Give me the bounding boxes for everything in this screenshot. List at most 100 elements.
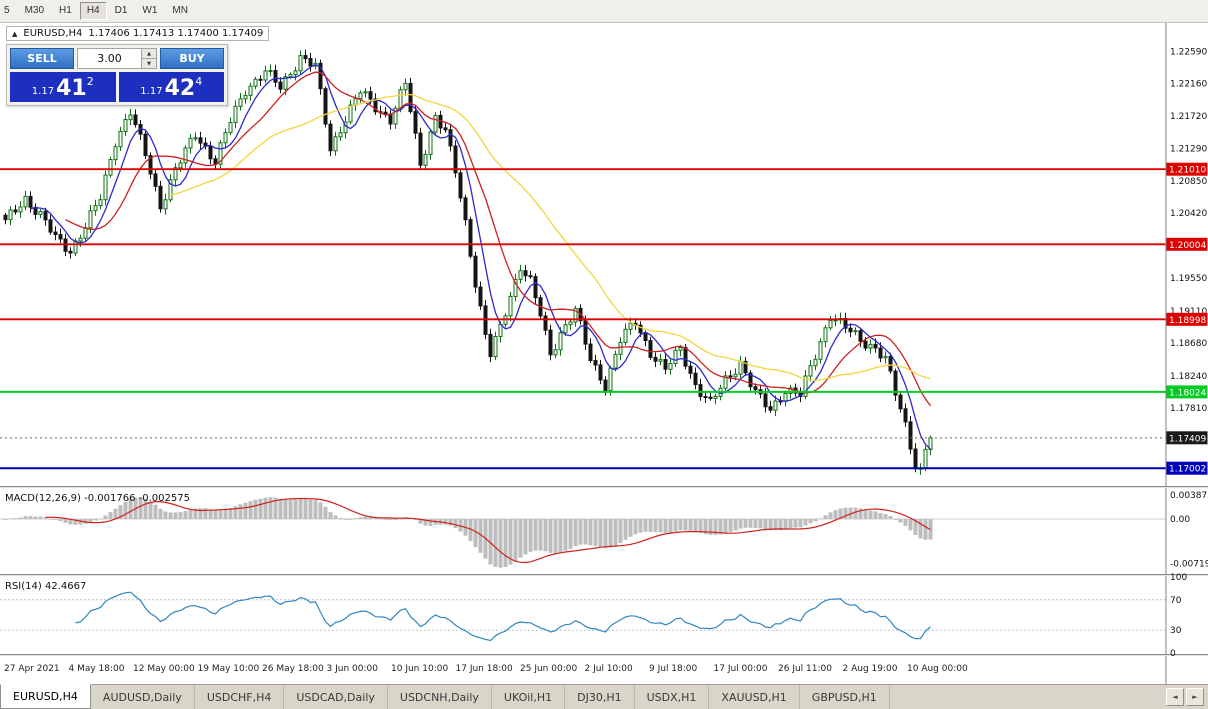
mid-ma-red xyxy=(65,71,932,407)
svg-text:10 Jun 10:00: 10 Jun 10:00 xyxy=(391,664,448,674)
timeframe-button-m30[interactable]: M30 xyxy=(18,2,51,20)
sell-price-point: 2 xyxy=(86,75,94,88)
svg-text:RSI(14) 42.4667: RSI(14) 42.4667 xyxy=(5,581,86,592)
svg-text:1.19550: 1.19550 xyxy=(1170,274,1207,284)
timeframe-toolbar: 5 M30 H1 H4 D1 W1 MN xyxy=(0,0,1208,23)
lot-size-stepper: ▲ ▼ xyxy=(141,49,156,68)
svg-text:27 Apr 2021: 27 Apr 2021 xyxy=(4,664,60,674)
buy-price-prefix: 1.17 xyxy=(140,86,163,97)
svg-text:12 May 00:00: 12 May 00:00 xyxy=(133,664,195,674)
timeframe-button-h1[interactable]: H1 xyxy=(52,2,79,20)
svg-text:1.18024: 1.18024 xyxy=(1169,388,1206,398)
timeframe-button-mn[interactable]: MN xyxy=(165,2,195,20)
svg-text:0: 0 xyxy=(1170,649,1176,659)
svg-text:25 Jun 00:00: 25 Jun 00:00 xyxy=(520,664,577,674)
svg-text:19 May 10:00: 19 May 10:00 xyxy=(198,664,260,674)
svg-text:10 Aug 00:00: 10 Aug 00:00 xyxy=(907,664,968,674)
svg-text:26 May 18:00: 26 May 18:00 xyxy=(262,664,324,674)
lot-size-value[interactable]: 3.00 xyxy=(97,52,122,65)
chart-tab-usdchf[interactable]: USDCHF,H4 xyxy=(194,685,285,709)
svg-text:4 May 18:00: 4 May 18:00 xyxy=(69,664,125,674)
tab-label: XAUUSD,H1 xyxy=(721,690,787,704)
svg-text:1.18680: 1.18680 xyxy=(1170,339,1207,349)
chart-tab-audusd[interactable]: AUDUSD,Daily xyxy=(90,685,195,709)
svg-text:2 Jul 10:00: 2 Jul 10:00 xyxy=(585,664,634,674)
tab-scroll-right-icon[interactable]: ► xyxy=(1186,688,1204,706)
chart-tab-gbpusd[interactable]: GBPUSD,H1 xyxy=(799,685,890,709)
symbol-period-label: EURUSD,H4 xyxy=(23,28,83,39)
chart-tab-usdcad[interactable]: USDCAD,Daily xyxy=(284,685,388,709)
svg-text:1.20850: 1.20850 xyxy=(1170,177,1207,187)
timeframe-button-h4[interactable]: H4 xyxy=(79,2,107,20)
macd-signal-line xyxy=(45,497,931,564)
slow-ma-yellow xyxy=(170,93,931,382)
svg-text:26 Jul 11:00: 26 Jul 11:00 xyxy=(778,664,832,674)
tab-label: UKOil,H1 xyxy=(503,690,553,704)
lot-increase-button[interactable]: ▲ xyxy=(142,49,156,59)
chart-tab-bar: EURUSD,H4 AUDUSD,Daily USDCHF,H4 USDCAD,… xyxy=(0,684,1208,709)
tab-scroll-left-icon[interactable]: ◄ xyxy=(1166,688,1184,706)
svg-text:0.00: 0.00 xyxy=(1170,515,1190,525)
svg-text:1.17409: 1.17409 xyxy=(1169,434,1206,444)
svg-text:MACD(12,26,9) -0.001766 -0.002: MACD(12,26,9) -0.001766 -0.002575 xyxy=(5,493,190,504)
svg-text:0.003873: 0.003873 xyxy=(1170,491,1208,501)
svg-text:1.19110: 1.19110 xyxy=(1170,307,1207,317)
svg-text:3 Jun 00:00: 3 Jun 00:00 xyxy=(327,664,379,674)
buy-price-display[interactable]: 1.17 42 4 xyxy=(118,72,224,102)
uptick-triangle-icon: ▲ xyxy=(12,29,18,38)
svg-text:1.22590: 1.22590 xyxy=(1170,47,1207,57)
symbol-info-overlay: ▲ EURUSD,H4 1.17406 1.17413 1.17400 1.17… xyxy=(6,26,270,41)
svg-text:1.18240: 1.18240 xyxy=(1170,372,1207,382)
svg-text:1.21720: 1.21720 xyxy=(1170,112,1207,122)
ohlc-values: 1.17406 1.17413 1.17400 1.17409 xyxy=(88,28,264,39)
tab-label: USDX,H1 xyxy=(646,690,697,704)
tab-label: USDCAD,Daily xyxy=(296,690,375,704)
svg-text:100: 100 xyxy=(1170,573,1187,583)
svg-text:1.20004: 1.20004 xyxy=(1169,241,1206,251)
price-tag xyxy=(1166,461,1208,475)
price-tag xyxy=(1166,162,1208,176)
tab-scroll-controls: ◄ ► xyxy=(1162,685,1208,709)
timeframe-button-d1[interactable]: D1 xyxy=(108,2,135,20)
chart-tab-usdcnh[interactable]: USDCNH,Daily xyxy=(387,685,492,709)
svg-text:-0.00719: -0.00719 xyxy=(1170,560,1208,570)
tab-label: USDCNH,Daily xyxy=(399,690,479,704)
sell-price-pips: 41 xyxy=(56,76,87,101)
price-tag xyxy=(1166,431,1208,445)
svg-text:17 Jul 00:00: 17 Jul 00:00 xyxy=(714,664,768,674)
rsi-line xyxy=(75,591,931,642)
tab-label: AUDUSD,Daily xyxy=(102,690,182,704)
sell-price-display[interactable]: 1.17 41 2 xyxy=(10,72,116,102)
svg-text:17 Jun 18:00: 17 Jun 18:00 xyxy=(456,664,513,674)
tab-label: USDCHF,H4 xyxy=(206,690,272,704)
svg-text:9 Jul 18:00: 9 Jul 18:00 xyxy=(649,664,698,674)
tab-label: EURUSD,H4 xyxy=(13,690,78,703)
chart-tab-ukoil[interactable]: UKOil,H1 xyxy=(491,685,566,709)
chart-tab-usdx[interactable]: USDX,H1 xyxy=(634,685,710,709)
buy-button[interactable]: BUY xyxy=(160,48,224,69)
chart-tab-eurusd[interactable]: EURUSD,H4 xyxy=(0,684,91,709)
price-tag xyxy=(1166,385,1208,399)
svg-text:30: 30 xyxy=(1170,626,1182,636)
timeframe-button-w1[interactable]: W1 xyxy=(135,2,164,20)
svg-text:2 Aug 19:00: 2 Aug 19:00 xyxy=(843,664,898,674)
chart-tab-dj30[interactable]: DJ30,H1 xyxy=(565,685,635,709)
chart-canvas[interactable]: 1.22590 1.22160 1.21720 1.21290 1.20850 1.204… xyxy=(0,23,1208,684)
lot-decrease-button[interactable]: ▼ xyxy=(142,59,156,68)
svg-text:1.22160: 1.22160 xyxy=(1170,79,1207,89)
svg-text:1.18998: 1.18998 xyxy=(1169,316,1206,326)
sell-button[interactable]: SELL xyxy=(10,48,74,69)
timeframe-button-m5[interactable]: 5 xyxy=(0,2,17,20)
fast-ma-blue xyxy=(30,64,931,450)
chart-workspace: 1.22590 1.22160 1.21720 1.21290 1.20850 1.204… xyxy=(0,23,1208,684)
price-tag xyxy=(1166,312,1208,326)
svg-text:70: 70 xyxy=(1170,596,1182,606)
svg-text:1.21290: 1.21290 xyxy=(1170,144,1207,154)
svg-text:1.17810: 1.17810 xyxy=(1170,404,1207,414)
buy-price-point: 4 xyxy=(195,75,203,88)
svg-text:1.21010: 1.21010 xyxy=(1169,166,1206,176)
chart-tab-xauusd[interactable]: XAUUSD,H1 xyxy=(709,685,800,709)
one-click-trading-panel: SELL 3.00 ▲ ▼ BUY 1.17 41 2 1.17 42 4 xyxy=(6,44,228,106)
lot-size-field[interactable]: 3.00 ▲ ▼ xyxy=(77,48,157,69)
price-tag xyxy=(1166,237,1208,251)
